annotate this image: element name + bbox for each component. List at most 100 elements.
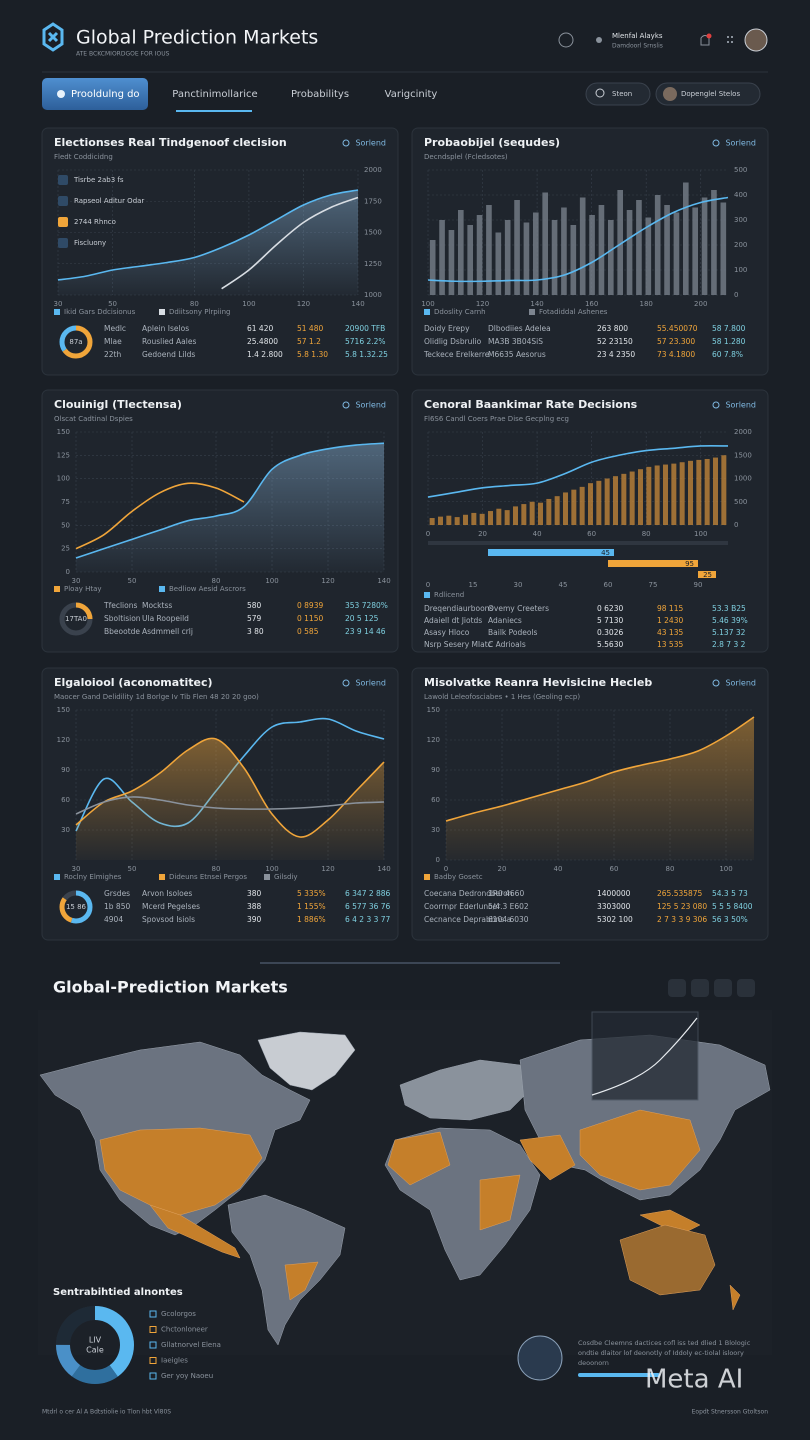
icon[interactable]	[558, 32, 574, 48]
legend-label: Gllatnorvel Elena	[161, 1341, 221, 1349]
table-cell: Coorrnpr Ederlunoer	[424, 902, 501, 911]
table-cell: 1R0 4660	[488, 889, 524, 898]
table-cell: 390	[247, 915, 262, 924]
badge-icon	[712, 679, 720, 687]
bar	[458, 210, 464, 295]
bar	[429, 240, 436, 295]
panel-title: Misolvatke Reanra Hevisicine Hecleb	[424, 676, 652, 689]
legend-label: Rdlicend	[434, 591, 464, 599]
region-highlight	[519, 1134, 576, 1181]
apps-icon[interactable]	[727, 36, 733, 43]
timeline-label: 95	[685, 560, 694, 568]
x-tick-label: 120	[321, 865, 334, 873]
legend-label: Dideuns Etnsei Pergos	[169, 873, 247, 881]
legend-swatch	[54, 586, 60, 592]
x-tick-label: 100	[694, 530, 707, 538]
bar	[514, 200, 520, 295]
bar	[463, 514, 468, 525]
region-highlight	[284, 1261, 319, 1301]
table-cell: Arvon Isoloes	[142, 889, 192, 898]
legend-label: Ddoslity Carnh	[434, 308, 486, 316]
table-cell: 55.450070	[657, 324, 698, 333]
y-tick-label: 30	[431, 826, 440, 834]
table-cell: C Adrioals	[488, 640, 526, 649]
user-name: Mlenfal Alayks	[612, 32, 663, 40]
table-cell: 51 480	[297, 324, 323, 333]
table-cell: Mlae	[104, 337, 122, 346]
table-cell: 5.8 1.32.25	[345, 350, 388, 359]
bar	[504, 510, 510, 525]
y-tick-label: 0	[734, 521, 738, 529]
y-tick-label: 1000	[734, 475, 752, 483]
table-cell: 0 8939	[297, 601, 323, 610]
tab-active[interactable]	[42, 78, 148, 110]
table-cell: Spovsod Isiols	[142, 915, 195, 924]
legend-label: Badby Gosetc	[434, 873, 483, 881]
table-cell: 5.8 1.30	[297, 350, 328, 359]
x-tick-label: 50	[108, 300, 117, 308]
table-cell: Bbeootde	[104, 627, 140, 636]
legend-swatch	[54, 309, 60, 315]
tool-button[interactable]	[691, 979, 709, 997]
avatar[interactable]	[744, 28, 768, 52]
tool-button[interactable]	[737, 979, 755, 997]
timeline-tick: 45	[559, 581, 568, 589]
tab[interactable]: Probabilitys	[291, 89, 349, 100]
x-tick-label: 120	[476, 300, 489, 308]
badge-icon	[712, 139, 720, 147]
table-cell: Dlbodiies Adelea	[488, 324, 551, 333]
line	[427, 444, 729, 498]
search[interactable]	[585, 82, 651, 106]
gauge-segment	[56, 1306, 134, 1384]
y-tick-label: 0	[734, 291, 738, 299]
line	[75, 796, 385, 815]
map-tools	[668, 979, 755, 997]
panel-title: Clouinigl (Tlectensa)	[54, 398, 182, 411]
legend-label: Iaeigles	[161, 1357, 188, 1365]
line	[57, 189, 359, 281]
y-tick-label: 150	[427, 706, 440, 714]
profile-select[interactable]	[655, 82, 761, 106]
table-cell: 53.3 B25	[712, 604, 746, 613]
table-cell: 1 886%	[297, 915, 326, 924]
tab[interactable]: Varigcinity	[385, 89, 438, 100]
table-cell: 23 9 14 46	[345, 627, 386, 636]
bar	[720, 202, 727, 295]
table-cell: 3 80	[247, 627, 264, 636]
table-cell: Ovemy Creeters	[488, 604, 549, 613]
avatar-small	[663, 87, 677, 101]
table-cell: 5.46 39%	[712, 616, 748, 625]
table-cell: Mocktss	[142, 601, 172, 610]
tab[interactable]: Prooldulng do	[71, 89, 140, 100]
bar	[579, 486, 585, 525]
overlay-item: Fiscluony	[74, 239, 106, 247]
tool-button[interactable]	[714, 979, 732, 997]
legend-swatch	[159, 309, 165, 315]
bar	[542, 192, 548, 295]
tab[interactable]: Panctinimollarice	[172, 89, 257, 100]
table-cell: 5 7130	[597, 616, 623, 625]
timeline-label: 25	[703, 571, 712, 579]
y-tick-label: 2000	[364, 166, 382, 174]
watermark: Meta AI	[645, 1365, 743, 1395]
x-tick-label: 160	[585, 300, 598, 308]
badge-icon	[342, 679, 350, 687]
tool-button[interactable]	[668, 979, 686, 997]
table-cell: M6635 Aesorus	[488, 350, 546, 359]
bar	[608, 220, 614, 295]
y-tick-label: 200	[734, 241, 747, 249]
line	[427, 196, 729, 283]
table-cell: 5302 100	[597, 915, 633, 924]
bar	[654, 465, 660, 525]
bar	[589, 215, 595, 295]
bar	[486, 205, 492, 295]
table-cell: 6104 6030	[488, 915, 529, 924]
gauge-segment	[59, 602, 93, 636]
table-cell: Coecana Dedronoberon	[424, 889, 513, 898]
y-tick-label: 500	[734, 498, 747, 506]
x-tick-label: 60	[610, 865, 619, 873]
bar	[704, 458, 710, 525]
legend-label: Ikid Gars Ddcisionus	[64, 308, 136, 316]
bar	[721, 455, 727, 525]
overlay-icon	[58, 238, 68, 248]
